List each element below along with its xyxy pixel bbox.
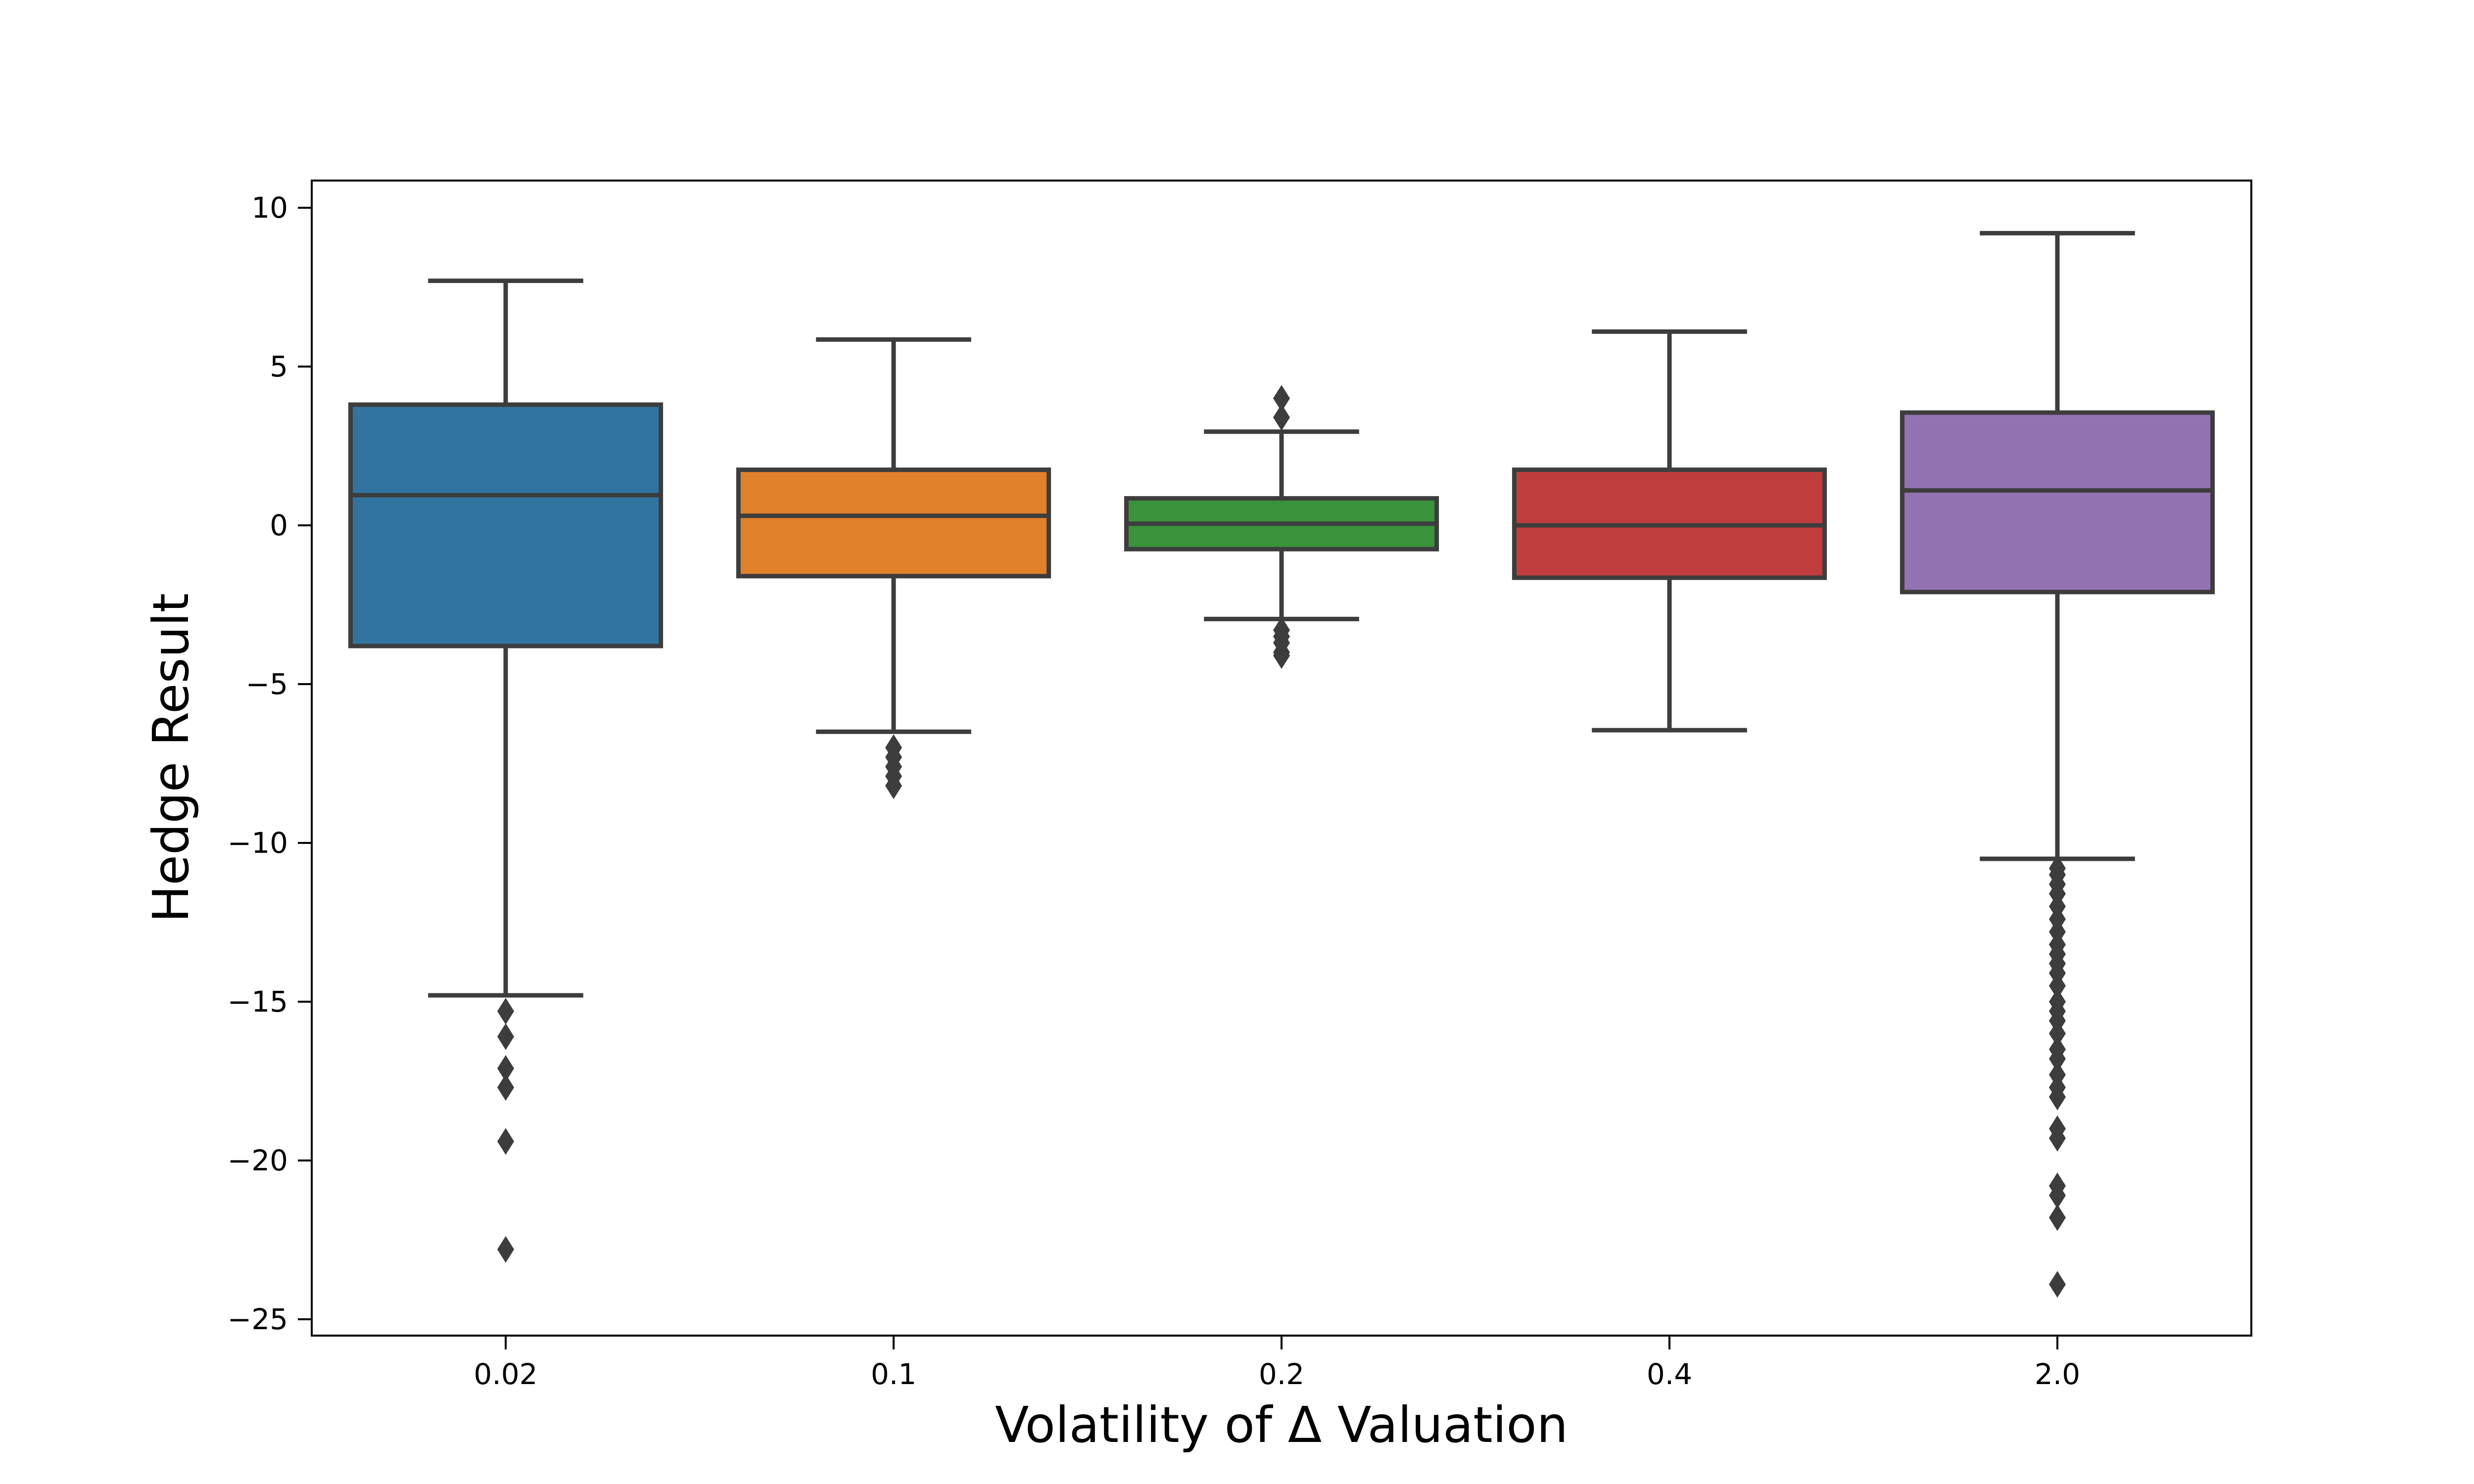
box-group-2-0 [1900, 231, 2215, 1298]
outlier-point [2049, 1182, 2066, 1209]
x-tick-label: 0.02 [474, 1357, 537, 1391]
box-group-0-4 [1512, 329, 1827, 733]
outlier-point [1273, 642, 1290, 669]
outlier-point [2049, 1083, 2066, 1111]
y-tick-label: 0 [270, 509, 288, 542]
outlier-point [497, 998, 514, 1025]
outlier-point [2049, 1045, 2066, 1072]
x-tick-label: 2.0 [2035, 1357, 2080, 1391]
outlier-point [885, 772, 902, 799]
y-axis: 10 5 0 −5 −10 −15 −20 −25 [228, 191, 312, 1336]
y-tick-label: 10 [251, 191, 288, 225]
y-tick-label: −15 [228, 985, 288, 1019]
plot-area-frame [311, 180, 2252, 1337]
iqr-box [736, 467, 1051, 579]
box-group-0-2 [1124, 385, 1439, 669]
y-tick-label: −20 [228, 1144, 288, 1177]
iqr-box [1900, 410, 2215, 595]
y-tick-label: −25 [228, 1302, 288, 1336]
x-axis-label: Volatility of Δ Valuation [995, 1396, 1568, 1454]
outlier-point [497, 1074, 514, 1101]
outlier-point [2049, 1271, 2066, 1298]
outlier-point [497, 1128, 514, 1155]
box-group-0-02 [348, 278, 664, 1263]
x-tick-label: 0.1 [871, 1357, 916, 1391]
outlier-point [497, 1236, 514, 1263]
x-tick-label: 0.2 [1259, 1357, 1304, 1391]
y-axis-label: Hedge Result [142, 593, 200, 923]
y-tick-label: −10 [228, 826, 288, 860]
iqr-box [348, 402, 664, 649]
outlier-point [497, 1023, 514, 1050]
outlier-point [497, 1055, 514, 1082]
box-group-0-1 [736, 337, 1051, 799]
x-tick-label: 0.4 [1647, 1357, 1692, 1391]
boxes-layer [348, 231, 2215, 1298]
y-tick-label: −5 [246, 667, 288, 701]
outlier-point [1273, 404, 1290, 431]
outlier-point [2049, 1125, 2066, 1152]
x-axis: 0.02 0.1 0.2 0.4 2.0 [474, 1336, 2080, 1391]
y-tick-label: 5 [270, 350, 288, 383]
outlier-point [2049, 972, 2066, 999]
outlier-point [2049, 1020, 2066, 1047]
outlier-point [2049, 1204, 2066, 1231]
outlier-point [1273, 385, 1290, 412]
